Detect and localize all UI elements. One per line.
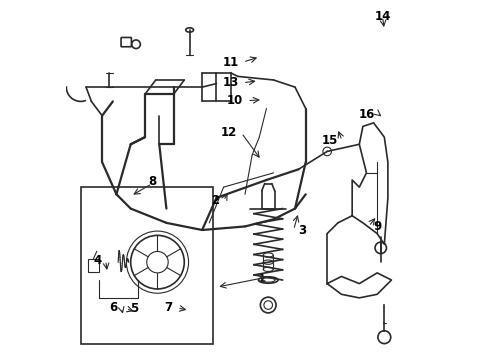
Text: 5: 5 — [130, 302, 138, 315]
Text: 11: 11 — [222, 55, 239, 69]
Text: 14: 14 — [374, 10, 391, 23]
Text: 7: 7 — [165, 301, 173, 314]
Text: 12: 12 — [221, 126, 237, 139]
Text: 2: 2 — [211, 194, 220, 207]
Text: 4: 4 — [93, 254, 101, 267]
Text: 13: 13 — [222, 76, 239, 89]
Text: 3: 3 — [298, 224, 306, 237]
Text: 8: 8 — [148, 175, 156, 188]
Text: 10: 10 — [226, 94, 243, 107]
Bar — [81, 187, 213, 344]
Text: 1: 1 — [257, 272, 266, 285]
Text: 16: 16 — [359, 108, 375, 121]
Text: 9: 9 — [373, 220, 381, 233]
Bar — [88, 259, 98, 272]
Text: 15: 15 — [321, 134, 338, 147]
Text: 6: 6 — [109, 301, 117, 314]
